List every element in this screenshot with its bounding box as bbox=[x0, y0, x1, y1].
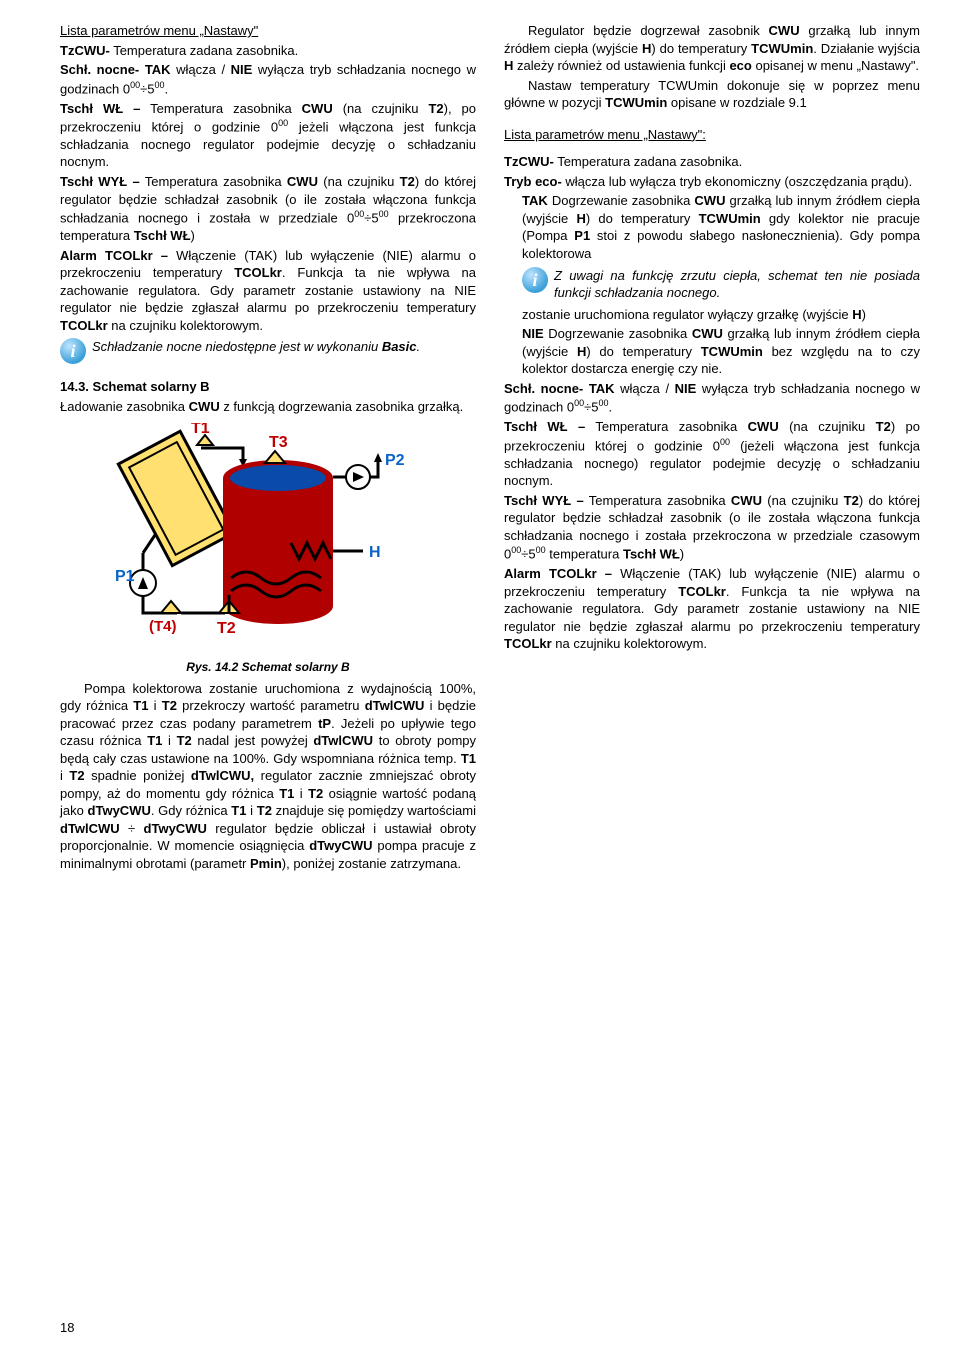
info-icon bbox=[60, 338, 86, 364]
right-p5: TAK Dogrzewanie zasobnika CWU grzałką lu… bbox=[504, 192, 920, 262]
left-p2: Schł. nocne- TAK włącza / NIE wyłącza tr… bbox=[60, 61, 476, 97]
svg-text:T3: T3 bbox=[269, 434, 288, 451]
left-title: Lista parametrów menu „Nastawy" bbox=[60, 22, 476, 40]
right-p11: Alarm TCOLkr – Włączenie (TAK) lub wyłąc… bbox=[504, 565, 920, 653]
figure-caption: Rys. 14.2 Schemat solarny B bbox=[60, 659, 476, 675]
left-p1: TzCWU- Temperatura zadana zasobnika. bbox=[60, 42, 476, 60]
info-box-1: Schładzanie nocne niedostępne jest w wyk… bbox=[60, 338, 476, 364]
left-p5: Alarm TCOLkr – Włączenie (TAK) lub wyłąc… bbox=[60, 247, 476, 335]
right-p4: Tryb eco- włącza lub wyłącza tryb ekonom… bbox=[504, 173, 920, 191]
info-text-1: Schładzanie nocne niedostępne jest w wyk… bbox=[92, 338, 420, 356]
svg-text:T2: T2 bbox=[217, 620, 236, 637]
info-text-2: Z uwagi na funkcję zrzutu ciepła, schema… bbox=[554, 267, 920, 302]
info-box-2: Z uwagi na funkcję zrzutu ciepła, schema… bbox=[504, 267, 920, 302]
heading-14-3: 14.3. Schemat solarny B bbox=[60, 378, 476, 396]
svg-text:H: H bbox=[369, 544, 381, 561]
svg-text:T1: T1 bbox=[191, 423, 210, 437]
info-icon bbox=[522, 267, 548, 293]
right-p3: TzCWU- Temperatura zadana zasobnika. bbox=[504, 153, 920, 171]
right-p2: Nastaw temperatury TCWUmin dokonuje się … bbox=[504, 77, 920, 112]
left-p6: Ładowanie zasobnika CWU z funkcją dogrze… bbox=[60, 398, 476, 416]
right-p8: Schł. nocne- TAK włącza / NIE wyłącza tr… bbox=[504, 380, 920, 416]
left-p3: Tschł WŁ – Temperatura zasobnika CWU (na… bbox=[60, 100, 476, 172]
right-p7: NIE Dogrzewanie zasobnika CWU grzałką lu… bbox=[504, 325, 920, 378]
svg-text:P1: P1 bbox=[115, 568, 135, 585]
right-p6: zostanie uruchomiona regulator wyłączy g… bbox=[504, 306, 920, 324]
right-p9: Tschł WŁ – Temperatura zasobnika CWU (na… bbox=[504, 418, 920, 490]
right-column: Regulator będzie dogrzewał zasobnik CWU … bbox=[504, 22, 920, 875]
right-p10: Tschł WYŁ – Temperatura zasobnika CWU (n… bbox=[504, 492, 920, 564]
schematic-diagram: T1 T3 P2 H bbox=[60, 423, 476, 653]
right-title: Lista parametrów menu „Nastawy": bbox=[504, 126, 920, 144]
svg-text:(T4): (T4) bbox=[149, 618, 177, 635]
left-column: Lista parametrów menu „Nastawy" TzCWU- T… bbox=[60, 22, 476, 875]
right-p1: Regulator będzie dogrzewał zasobnik CWU … bbox=[504, 22, 920, 75]
svg-text:P2: P2 bbox=[385, 452, 405, 469]
page-number: 18 bbox=[60, 1319, 74, 1337]
left-p4: Tschł WYŁ – Temperatura zasobnika CWU (n… bbox=[60, 173, 476, 245]
left-p7: Pompa kolektorowa zostanie uruchomiona z… bbox=[60, 680, 476, 873]
